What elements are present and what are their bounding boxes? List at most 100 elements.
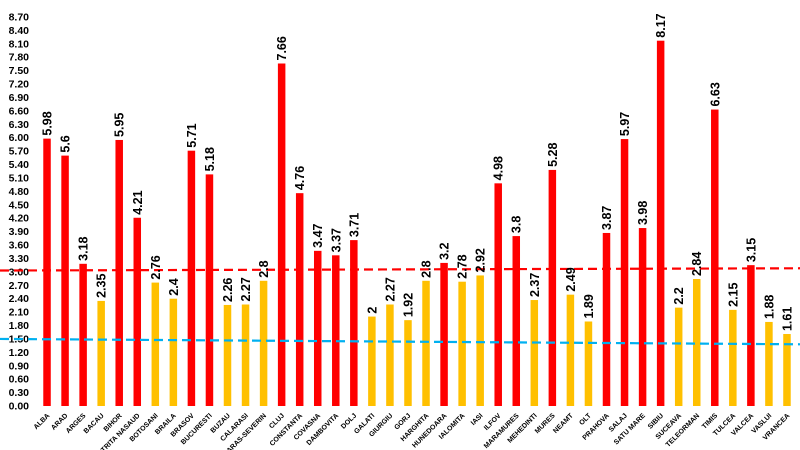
y-tick-label: 0.90 — [9, 360, 30, 372]
bar — [115, 139, 123, 406]
reference-lines — [0, 267, 800, 346]
y-tick-label: 3.60 — [9, 240, 30, 252]
bar — [638, 228, 647, 406]
value-label: 2.92 — [474, 248, 488, 272]
y-tick-label: 3.90 — [9, 226, 30, 238]
bar — [711, 109, 719, 406]
value-label: 2.35 — [95, 274, 109, 298]
y-tick-label: 7.20 — [9, 79, 30, 91]
value-label: 5.95 — [113, 113, 127, 137]
value-label: 3.87 — [600, 206, 614, 230]
bar — [765, 321, 773, 406]
value-label: 5.28 — [546, 143, 560, 167]
value-label: 3.47 — [311, 223, 325, 247]
bar — [602, 232, 611, 406]
category-label: IASI — [470, 412, 485, 427]
bar — [350, 240, 358, 406]
y-tick-label: 6.00 — [9, 132, 30, 144]
value-label: 2.84 — [690, 252, 704, 276]
value-label: 3.18 — [77, 236, 91, 260]
value-label: 2.76 — [149, 255, 163, 279]
value-label: 3.37 — [329, 228, 343, 252]
value-label: 1.61 — [780, 307, 794, 331]
value-label: 5.98 — [41, 111, 55, 135]
bar — [674, 307, 683, 406]
bar — [79, 263, 87, 406]
category-label: OLT — [578, 412, 593, 427]
category-label: BACAU — [83, 412, 106, 435]
value-label: 3.8 — [510, 216, 524, 233]
value-label: 2.4 — [167, 278, 181, 295]
value-label: 2.37 — [528, 273, 542, 297]
y-tick-label: 5.10 — [9, 172, 30, 184]
y-tick-label: 4.80 — [9, 186, 30, 198]
y-tick-label: 8.10 — [9, 38, 30, 50]
value-label: 5.18 — [203, 147, 217, 171]
y-tick-label: 0.00 — [9, 401, 30, 413]
bar — [530, 300, 539, 406]
bar — [97, 300, 105, 406]
bar — [313, 250, 322, 406]
bar — [692, 279, 701, 406]
y-tick-label: 5.70 — [9, 146, 30, 158]
reference-line — [0, 267, 800, 272]
bar — [422, 280, 430, 406]
value-label: 3.98 — [636, 201, 650, 225]
category-label: TELEORMAN — [665, 412, 701, 448]
value-label: 4.98 — [492, 156, 506, 180]
bar — [151, 282, 160, 406]
y-tick-label: 2.40 — [9, 293, 30, 305]
bar — [205, 174, 214, 406]
y-tick-label: 6.90 — [9, 92, 30, 104]
category-label: NEAMT — [552, 412, 575, 435]
reference-line — [0, 337, 800, 346]
y-tick-label: 6.30 — [9, 119, 30, 131]
bar — [368, 316, 376, 406]
category-label: ALBA — [33, 412, 52, 431]
bar — [386, 304, 394, 406]
bar — [61, 155, 69, 406]
y-tick-label: 8.40 — [9, 25, 30, 37]
value-label: 2.8 — [420, 260, 434, 277]
value-label: 2.78 — [456, 254, 470, 278]
value-label: 8.17 — [654, 13, 668, 37]
bar — [332, 255, 340, 406]
bar — [783, 334, 791, 406]
bar — [729, 309, 737, 406]
value-label: 2.2 — [672, 287, 686, 304]
value-label: 7.66 — [275, 36, 289, 60]
bars — [43, 40, 791, 407]
bar — [440, 262, 448, 406]
y-tick-label: 0.30 — [9, 387, 30, 399]
y-tick-label: 5.40 — [9, 159, 30, 171]
y-axis: 0.000.300.600.901.201.501.802.102.402.70… — [9, 12, 30, 413]
value-label: 5.6 — [59, 135, 73, 152]
bar — [133, 217, 142, 406]
bar — [241, 304, 250, 406]
y-tick-label: 8.70 — [9, 12, 30, 24]
value-label: 2.8 — [257, 260, 271, 277]
value-labels: 5.98 5.6 3.18 2.35 5.95 4.21 2.76 2.4 5.71 5.18 2.… — [41, 13, 795, 331]
value-label: 3.71 — [347, 213, 361, 237]
value-label: 3.2 — [438, 242, 452, 259]
y-tick-label: 2.10 — [9, 307, 30, 319]
y-tick-label: 1.20 — [9, 347, 30, 359]
bar — [476, 275, 484, 406]
value-label: 4.21 — [131, 190, 145, 214]
value-label: 4.76 — [293, 166, 307, 190]
y-tick-label: 3.00 — [9, 266, 30, 278]
bar — [512, 236, 521, 406]
bar — [404, 320, 412, 406]
bar — [656, 40, 665, 407]
bar — [259, 280, 268, 406]
value-label: 5.97 — [618, 112, 632, 136]
bar — [458, 281, 466, 406]
y-tick-label: 3.30 — [9, 253, 30, 265]
bar — [187, 150, 196, 406]
value-label: 2.27 — [383, 277, 397, 301]
value-label: 2.49 — [564, 267, 578, 291]
y-tick-label: 4.50 — [9, 199, 30, 211]
bar — [620, 139, 629, 406]
y-tick-label: 6.60 — [9, 105, 30, 117]
